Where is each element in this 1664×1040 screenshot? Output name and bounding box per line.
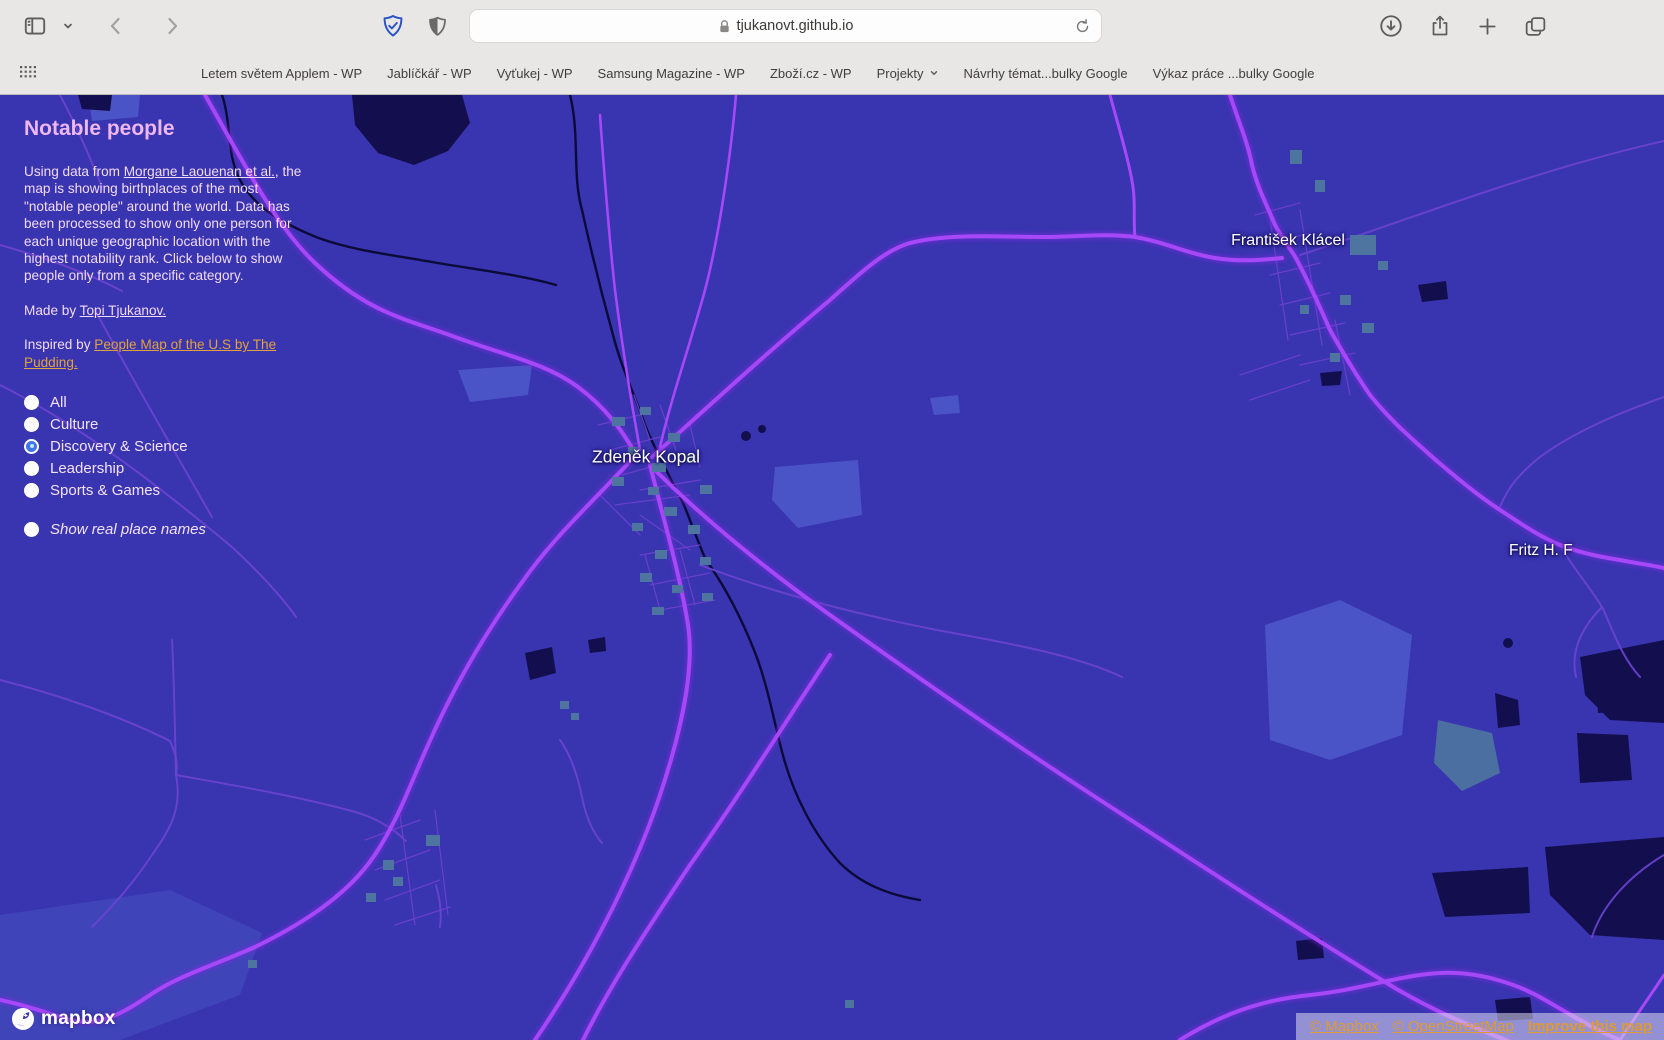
sidebar-chevron-button[interactable] [62,20,74,32]
page-title: Notable people [24,117,175,140]
intro-text: , the map is showing birthplaces of the … [24,164,302,284]
bookmark-item[interactable]: Výkaz práce ...bulky Google [1153,66,1315,81]
radio-icon[interactable] [24,460,39,476]
back-button[interactable] [104,14,128,38]
toggle-label: Show real place names [50,521,206,539]
sidebar-toggle-button[interactable] [22,13,48,39]
category-label: Leadership [50,459,125,477]
radio-icon-selected[interactable] [24,438,39,454]
map-attribution: © Mapbox © OpenStreetMap Improve this ma… [1296,1013,1664,1040]
map-label-person: Zdeněk Kopal [592,446,700,467]
info-panel: Notable people Using data from Morgane L… [24,117,302,538]
intro-text: Using data from [24,164,124,179]
reload-button[interactable] [1074,18,1091,40]
bookmark-item[interactable]: Letem světem Applem - WP [201,66,362,81]
bookmark-label: Vyťukej - WP [496,65,573,81]
share-button[interactable] [1428,13,1452,39]
category-radio-all[interactable]: All [24,391,302,413]
map-canvas[interactable]: Zdeněk Kopal František Klácel Fritz H. F… [0,95,1664,1040]
map-label-person: František Klácel [1231,232,1345,249]
bookmark-folder-projekty[interactable]: Projekty [877,66,939,81]
toolbar: tjukanovt.github.io [0,0,1664,52]
forward-button[interactable] [160,14,184,38]
inspired-by-line: Inspired by People Map of the U.S by The… [24,336,302,371]
new-tab-button[interactable] [1476,15,1499,38]
bookmark-label: Jablíčkář - WP [387,65,472,81]
chevron-down-icon [930,71,937,75]
url-text: tjukanovt.github.io [736,18,854,34]
category-radio-leadership[interactable]: Leadership [24,457,302,479]
map-label-person: Fritz H. F [1509,542,1573,559]
mapbox-logo[interactable]: mapbox [10,1006,116,1032]
bookmarks-bar: Letem světem Applem - WP Jablíčkář - WP … [0,52,1664,94]
author-link[interactable]: Topi Tjukanov. [79,302,167,318]
improve-map-link[interactable]: Improve this map [1527,1018,1652,1035]
category-label: Discovery & Science [50,437,188,455]
bookmark-label: Výkaz práce ...bulky Google [1152,65,1315,81]
downloads-button[interactable] [1378,13,1404,39]
inspired-by-text: Inspired by [24,337,95,353]
category-radio-culture[interactable]: Culture [24,413,302,435]
extension-shield-check-icon[interactable] [380,13,406,39]
inspiration-link[interactable]: People Map of the U.S by The Pudding. [24,337,277,370]
category-label: All [50,393,67,411]
category-radio-sports-games[interactable]: Sports & Games [24,479,302,501]
bookmark-label: Projekty [876,65,924,81]
bookmark-label: Samsung Magazine - WP [597,65,745,81]
attribution-osm-link[interactable]: © OpenStreetMap [1392,1018,1514,1035]
address-bar[interactable]: tjukanovt.github.io [469,9,1102,43]
browser-chrome: tjukanovt.github.io [0,0,1664,95]
category-filter-list: All Culture Discovery & Science Leadersh… [24,391,302,501]
radio-icon[interactable] [24,394,39,410]
category-radio-discovery-science[interactable]: Discovery & Science [24,435,302,457]
bookmark-item[interactable]: Jablíčkář - WP [387,66,472,81]
intro-paragraph: Using data from Morgane Laouenan et al.,… [24,163,302,285]
bookmark-item[interactable]: Návrhy témat...bulky Google [964,66,1128,81]
radio-icon[interactable] [24,482,39,498]
toggle-circle-icon[interactable] [24,522,39,538]
bookmark-item[interactable]: Vyťukej - WP [497,66,573,81]
extension-shield-icon[interactable] [426,15,449,38]
data-source-link[interactable]: Morgane Laouenan et al. [123,164,275,179]
category-label: Culture [50,415,99,433]
bookmark-label: Zboží.cz - WP [769,65,852,81]
map-terrain [0,95,1664,1040]
bookmark-item[interactable]: Zboží.cz - WP [770,66,852,81]
made-by-line: Made by Topi Tjukanov. [24,302,302,319]
show-real-names-toggle[interactable]: Show real place names [24,521,302,538]
bookmark-label: Letem světem Applem - WP [201,65,363,81]
favorites-grid-icon[interactable] [18,63,38,88]
mapbox-wordmark: mapbox [41,1008,116,1029]
lock-icon [719,19,729,32]
bookmark-item[interactable]: Samsung Magazine - WP [598,66,745,81]
bookmark-label: Návrhy témat...bulky Google [963,65,1128,81]
mapbox-mark-icon [12,1008,34,1030]
tab-overview-button[interactable] [1523,14,1548,39]
category-label: Sports & Games [50,481,161,499]
radio-icon[interactable] [24,416,39,432]
made-by-text: Made by [24,302,80,318]
attribution-mapbox-link[interactable]: © Mapbox [1310,1018,1379,1035]
